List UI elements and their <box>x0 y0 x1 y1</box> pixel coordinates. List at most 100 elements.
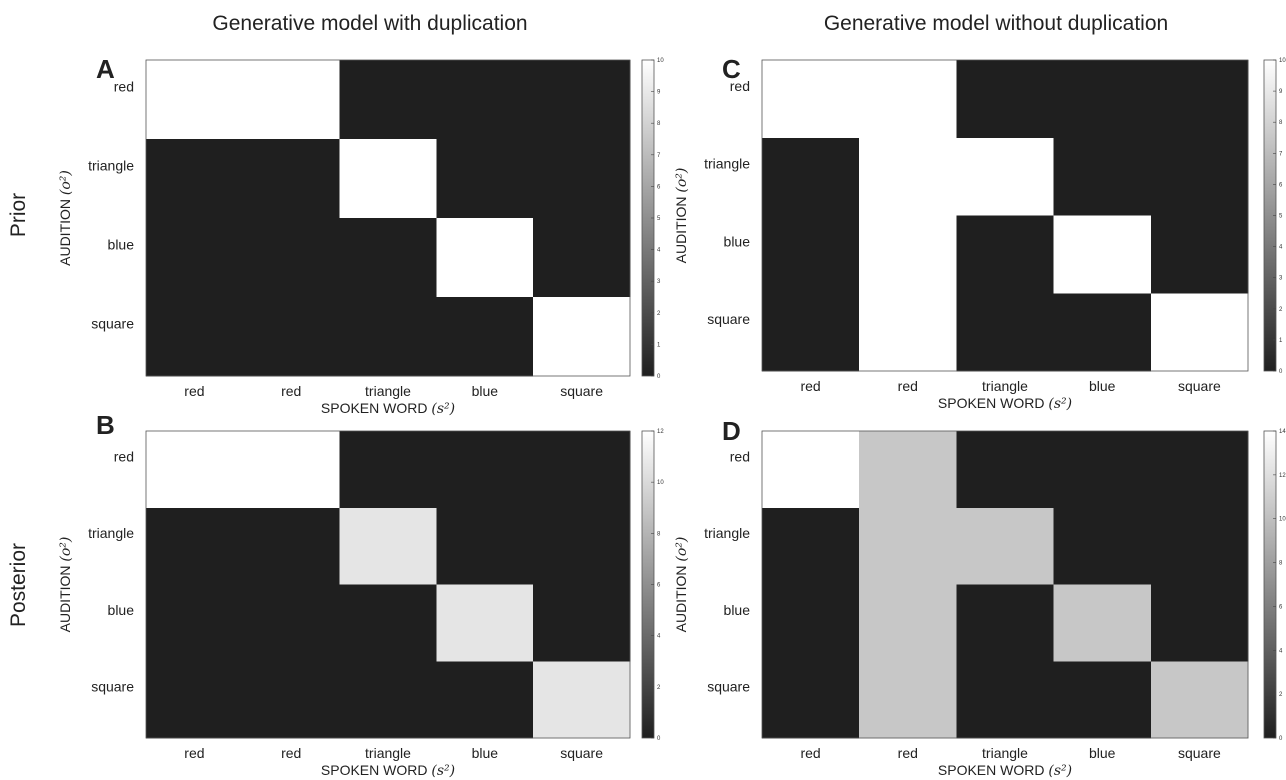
x-tick-label: red <box>184 745 204 761</box>
y-tick-label: triangle <box>704 525 750 541</box>
heatmap-cell <box>1053 507 1152 585</box>
x-axis-label: SPOKEN WORD (s²) <box>321 762 455 779</box>
colorbar-tick-label: 12 <box>1279 473 1286 479</box>
heatmap-cell <box>859 293 957 372</box>
x-tick-label: triangle <box>982 745 1028 761</box>
colorbar-tick-label: 9 <box>657 90 661 96</box>
colorbar-tick-label: 0 <box>1279 736 1283 742</box>
colorbar-tick-label: 6 <box>657 184 661 190</box>
colorbar-tick-label: 2 <box>657 685 661 691</box>
heatmap-cell <box>956 431 1055 509</box>
heatmap-cell <box>1150 293 1249 372</box>
heatmap-cell <box>339 218 437 298</box>
colorbar <box>1263 430 1277 739</box>
column-title-left: Generative model with duplication <box>212 12 527 35</box>
x-tick-label: triangle <box>982 378 1028 394</box>
colorbar-tick-label: 10 <box>1279 58 1286 64</box>
colorbar-tick-label: 8 <box>1279 120 1283 126</box>
y-tick-label: triangle <box>704 156 750 172</box>
heatmap-cell <box>146 139 244 219</box>
y-tick-label: triangle <box>88 158 134 174</box>
heatmap-cell <box>956 60 1055 139</box>
heatmap-cell <box>762 584 860 662</box>
colorbar-tick-label: 4 <box>1279 648 1283 654</box>
heatmap-cell <box>533 507 631 585</box>
heatmap-cell <box>1053 661 1152 739</box>
colorbar-tick-label: 6 <box>1279 604 1283 610</box>
heatmap-cell <box>1150 431 1249 509</box>
x-axis-label: SPOKEN WORD (s²) <box>321 400 455 417</box>
heatmap-cell <box>242 584 341 662</box>
column-title-right: Generative model without duplication <box>824 12 1168 35</box>
heatmap-cell <box>436 661 534 739</box>
colorbar-tick-label: 0 <box>1279 369 1283 375</box>
panel-letter: B <box>96 410 115 440</box>
heatmap-cell <box>242 218 341 298</box>
heatmap-cell <box>533 297 631 377</box>
heatmap-cell <box>436 139 534 219</box>
x-tick-label: red <box>281 383 301 399</box>
colorbar-tick-label: 5 <box>1279 214 1283 220</box>
plot-frame <box>761 59 1249 372</box>
x-tick-label: square <box>1178 378 1221 394</box>
heatmap-cell <box>1150 661 1249 739</box>
x-tick-label: red <box>184 383 204 399</box>
heatmap-cell <box>533 139 631 219</box>
plot-frame <box>761 430 1249 739</box>
heatmap-cell <box>533 584 631 662</box>
colorbar-tick-label: 3 <box>657 279 661 285</box>
x-tick-label: square <box>560 745 603 761</box>
heatmap-cell <box>242 60 341 140</box>
colorbar-tick-label: 9 <box>1279 89 1283 95</box>
y-tick-label: triangle <box>88 525 134 541</box>
heatmap-cell <box>859 431 957 509</box>
heatmap-cell <box>533 661 631 739</box>
x-tick-label: triangle <box>365 745 411 761</box>
heatmap-cell <box>1150 60 1249 139</box>
heatmap-cell <box>762 293 860 372</box>
heatmap-cell <box>533 431 631 509</box>
heatmap-cell <box>859 507 957 585</box>
heatmap-cell <box>762 431 860 509</box>
heatmap-cell <box>859 60 957 139</box>
colorbar-tick-label: 10 <box>657 480 664 486</box>
heatmap-cell <box>242 139 341 219</box>
heatmap-cell <box>859 661 957 739</box>
y-axis-label: AUDITION (o²) <box>673 168 690 264</box>
heatmap-cell <box>339 507 437 585</box>
heatmap-cell <box>859 215 957 294</box>
heatmap-cell <box>762 137 860 216</box>
y-tick-label: square <box>707 679 750 695</box>
x-tick-label: red <box>800 378 820 394</box>
heatmap-cell <box>339 297 437 377</box>
colorbar-tick-label: 4 <box>1279 245 1283 251</box>
y-tick-label: square <box>707 311 750 327</box>
y-tick-label: blue <box>108 602 135 618</box>
x-tick-label: blue <box>472 745 499 761</box>
heatmap-cell <box>762 661 860 739</box>
x-axis-label: SPOKEN WORD (s²) <box>938 395 1072 412</box>
colorbar-tick-label: 0 <box>657 374 661 380</box>
heatmap-cell <box>1150 584 1249 662</box>
heatmap-cell <box>146 584 244 662</box>
x-tick-label: triangle <box>365 383 411 399</box>
y-tick-label: square <box>91 316 134 332</box>
heatmap-cell <box>146 218 244 298</box>
heatmap-cell <box>146 297 244 377</box>
heatmap-cell <box>339 431 437 509</box>
y-tick-label: red <box>730 78 750 94</box>
heatmap-cell <box>762 507 860 585</box>
colorbar-tick-label: 2 <box>1279 692 1283 698</box>
heatmap-cell <box>436 431 534 509</box>
heatmap-cell <box>242 297 341 377</box>
heatmap-cell <box>146 507 244 585</box>
heatmap-cell <box>533 218 631 298</box>
heatmap-cell <box>339 661 437 739</box>
y-tick-label: blue <box>108 237 135 253</box>
colorbar-tick-label: 4 <box>657 248 661 254</box>
